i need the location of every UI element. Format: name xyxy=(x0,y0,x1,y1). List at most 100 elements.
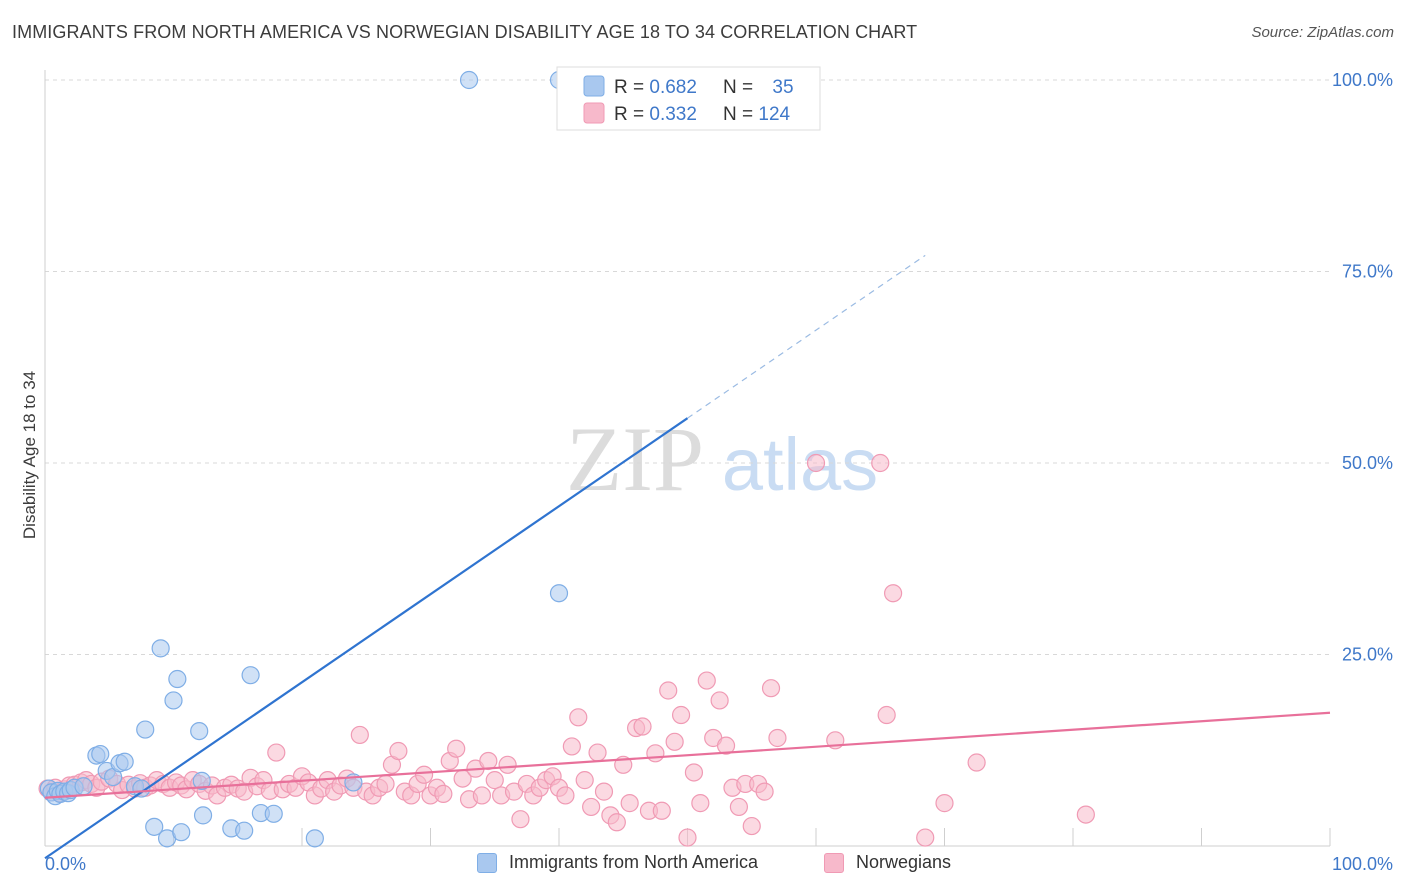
norwegians-point xyxy=(935,794,954,813)
immigrants-point xyxy=(190,721,209,741)
immigrants-point xyxy=(241,666,260,685)
immigrants-point xyxy=(235,821,254,840)
immigrants-point xyxy=(168,669,187,689)
chart-title: IMMIGRANTS FROM NORTH AMERICA VS NORWEGI… xyxy=(12,22,918,42)
legend-r-value-2: 0.332 xyxy=(649,104,697,125)
norwegians-point xyxy=(376,774,395,794)
immigrants-trend-extension xyxy=(687,254,926,419)
legend-item-norwegians: Norwegians xyxy=(824,852,951,873)
norwegians-point xyxy=(582,797,601,817)
norwegians-point xyxy=(620,794,639,813)
norwegians-point xyxy=(607,813,626,832)
y-tick-label: 100.0% xyxy=(1332,70,1393,90)
svg-text:R = 0.332: R = 0.332 xyxy=(614,104,697,125)
svg-text:N = 35: N = 35 xyxy=(723,77,794,98)
norwegians-point xyxy=(569,708,588,727)
norwegians-points xyxy=(38,453,1095,847)
y-tick-label: 50.0% xyxy=(1342,453,1393,473)
norwegians-point xyxy=(498,755,517,774)
immigrants-point xyxy=(151,639,170,658)
norwegians-point xyxy=(556,786,575,805)
norwegians-point xyxy=(877,705,896,725)
norwegians-point xyxy=(447,739,466,758)
immigrants-point xyxy=(136,720,155,739)
norwegians-point xyxy=(967,753,986,772)
norwegians-point xyxy=(659,681,678,700)
immigrants-point xyxy=(91,744,110,764)
norwegians-point xyxy=(350,725,369,745)
legend-label-norwegians: Norwegians xyxy=(856,852,952,872)
legend-item-immigrants: Immigrants from North America xyxy=(477,852,758,873)
watermark-atlas: atlas xyxy=(722,423,878,506)
legend-n-value-2: 124 xyxy=(758,104,790,125)
norwegians-point xyxy=(678,828,697,847)
norwegians-point xyxy=(575,771,594,790)
norwegians-point xyxy=(646,744,665,763)
immigrants-point xyxy=(145,817,164,836)
immigrants-point xyxy=(164,691,183,710)
norwegians-point xyxy=(414,765,434,784)
legend-swatch-norwegians xyxy=(824,852,844,873)
legend-label-immigrants: Immigrants from North America xyxy=(509,852,759,872)
immigrants-point xyxy=(74,777,93,796)
x-tick-label: 0.0% xyxy=(45,854,86,874)
series-legend: Immigrants from North America Norwegians xyxy=(0,852,1406,878)
legend-swatch-pink xyxy=(583,102,605,124)
svg-text:R = 0.682: R = 0.682 xyxy=(614,77,697,98)
immigrants-point xyxy=(549,584,569,603)
source-label: Source: ZipAtlas.com xyxy=(1251,24,1394,41)
legend-swatch-immigrants xyxy=(477,852,497,873)
norwegians-point xyxy=(267,743,286,762)
norwegians-point xyxy=(710,691,729,710)
trend-lines xyxy=(44,254,1331,860)
immigrants-point xyxy=(115,752,134,771)
immigrants-point xyxy=(193,806,213,825)
norwegians-point xyxy=(665,732,684,751)
tick-labels: 25.0% 50.0% 75.0% 100.0% 0.0% 100.0% xyxy=(45,70,1393,874)
norwegians-point xyxy=(871,453,890,473)
norwegians-point xyxy=(485,771,504,790)
norwegians-point xyxy=(768,728,787,748)
legend-r-label-2: R = xyxy=(614,104,649,125)
norwegians-point xyxy=(883,584,903,603)
norwegians-trend-line xyxy=(44,711,1331,799)
norwegians-point xyxy=(434,784,453,804)
norwegians-point xyxy=(472,786,491,805)
immigrants-trend-line xyxy=(44,417,689,860)
legend-r-label-1: R = xyxy=(614,77,649,98)
immigrants-point xyxy=(172,823,191,842)
norwegians-point xyxy=(588,743,607,762)
legend-n-label-1: N = xyxy=(723,77,758,98)
norwegians-point xyxy=(511,810,530,829)
norwegians-point xyxy=(684,763,704,782)
norwegians-point xyxy=(716,736,736,755)
norwegians-point xyxy=(1076,805,1095,824)
norwegians-point xyxy=(389,741,408,761)
legend-swatch-blue xyxy=(583,75,605,97)
y-axis-label: Disability Age 18 to 34 xyxy=(20,370,39,540)
immigrants-point xyxy=(264,804,283,823)
y-tick-label: 25.0% xyxy=(1342,645,1393,665)
immigrants-point xyxy=(459,70,479,90)
legend-r-value-1: 0.682 xyxy=(649,77,697,98)
norwegians-point xyxy=(562,737,581,756)
immigrants-point xyxy=(305,829,324,848)
norwegians-point xyxy=(916,828,935,847)
norwegians-point xyxy=(652,801,671,820)
norwegians-point xyxy=(594,782,614,801)
svg-text:N = 124: N = 124 xyxy=(723,104,791,125)
norwegians-point xyxy=(729,797,749,817)
norwegians-point xyxy=(691,794,710,813)
norwegians-point xyxy=(633,717,652,736)
y-tick-label: 75.0% xyxy=(1342,262,1393,282)
norwegians-point xyxy=(806,453,826,473)
immigrants-point xyxy=(132,779,151,798)
legend-n-label-2: N = xyxy=(723,104,758,125)
immigrants-points xyxy=(39,70,569,848)
norwegians-point xyxy=(755,782,774,801)
x-tick-label: 100.0% xyxy=(1332,854,1393,874)
norwegians-point xyxy=(671,705,691,725)
immigrants-point xyxy=(192,771,211,790)
legend-n-value-1: 35 xyxy=(772,77,793,98)
